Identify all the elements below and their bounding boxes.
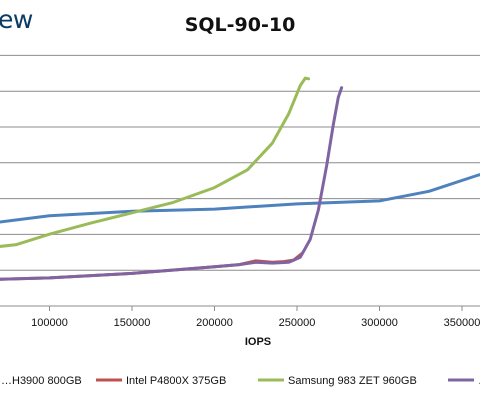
series-line-2	[0, 252, 304, 281]
x-tick-label: 150000	[114, 317, 151, 329]
x-axis-label: IOPS	[244, 336, 272, 348]
legend-label-3: Samsung 983 ZET 960GB	[288, 375, 417, 387]
legend-label-4: …	[478, 375, 480, 387]
legend: …H3900 800GB Intel P4800X 375GB Samsung 98…	[1, 375, 480, 387]
series-line-1	[0, 173, 480, 224]
series-lines	[0, 76, 480, 281]
x-tick-label: 200000	[196, 317, 233, 329]
x-tick-label: 250000	[279, 317, 316, 329]
series-line-3	[0, 76, 311, 248]
gridlines	[0, 54, 480, 271]
x-axis: 100000 150000 200000 250000 300000 350000	[0, 305, 480, 329]
x-tick-label: 350000	[444, 317, 480, 329]
series-line-4	[0, 86, 344, 281]
brand-logo-text: ew	[0, 5, 33, 34]
legend-label-2: Intel P4800X 375GB	[126, 375, 226, 387]
legend-label-1: …H3900 800GB	[1, 375, 82, 387]
x-tick-label: 300000	[361, 317, 398, 329]
x-tick-label: 100000	[31, 317, 68, 329]
chart-title: SQL-90-10	[184, 14, 296, 36]
